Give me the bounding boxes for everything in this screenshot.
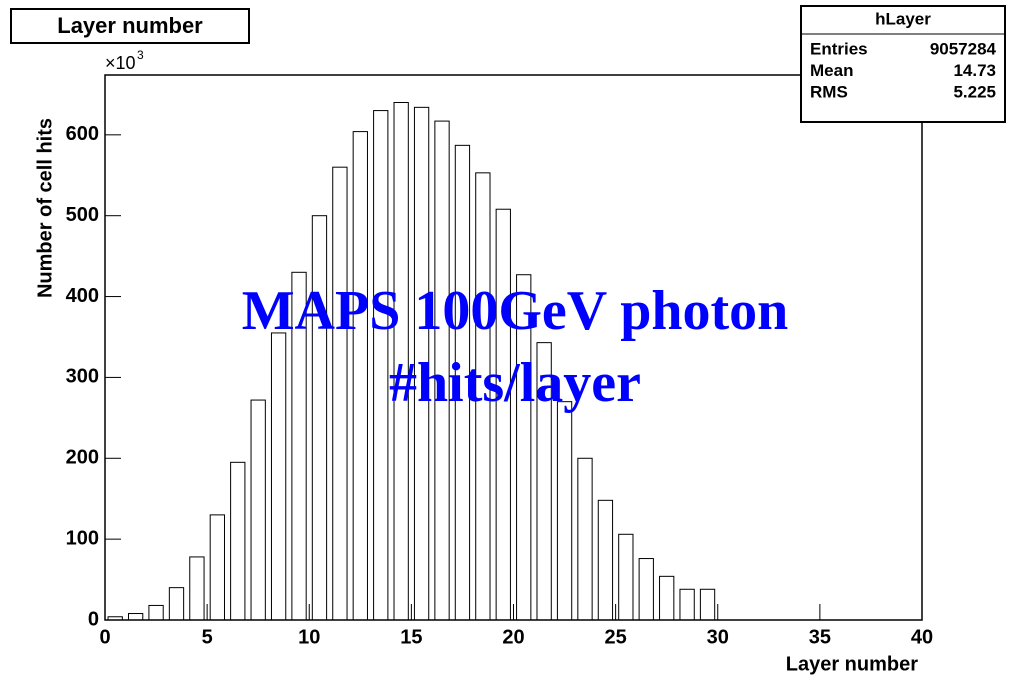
bar xyxy=(638,558,654,621)
bar xyxy=(270,332,287,621)
stats-label: Mean xyxy=(810,61,853,80)
x-tick-label: 15 xyxy=(400,626,422,648)
x-tick-label: 0 xyxy=(99,626,110,648)
y-multiplier: ×10 xyxy=(105,53,136,73)
bar xyxy=(168,587,185,621)
chart-title: Layer number xyxy=(57,13,203,38)
y-exponent: 3 xyxy=(137,48,144,62)
y-tick-label: 200 xyxy=(66,447,99,469)
bar xyxy=(577,457,593,621)
bar xyxy=(148,604,164,621)
bar xyxy=(373,110,389,621)
x-tick-label: 30 xyxy=(707,626,729,648)
x-tick-label: 5 xyxy=(202,626,213,648)
bar xyxy=(495,208,511,621)
stats-label: Entries xyxy=(810,39,868,58)
title-box xyxy=(10,8,250,44)
x-tick-label: 20 xyxy=(502,626,524,648)
bar xyxy=(209,514,225,621)
y-tick-label: 500 xyxy=(66,204,99,226)
stats-box xyxy=(800,5,1006,123)
bar xyxy=(332,166,348,621)
bar xyxy=(250,399,266,621)
bar xyxy=(352,131,368,621)
x-tick-label: 25 xyxy=(605,626,627,648)
y-axis-title: Number of cell hits xyxy=(34,118,56,298)
stats-label: RMS xyxy=(810,82,848,101)
stats-value: 5.225 xyxy=(953,82,996,101)
x-axis-title: Layer number xyxy=(786,653,918,675)
bar xyxy=(618,533,634,621)
bar xyxy=(230,461,246,621)
annotation: #hits/layer xyxy=(389,352,641,414)
x-tick-label: 10 xyxy=(298,626,320,648)
bar xyxy=(659,575,675,621)
stats-value: 9057284 xyxy=(930,39,997,58)
y-tick-label: 400 xyxy=(66,285,99,307)
annotation: MAPS 100GeV photon xyxy=(242,280,789,342)
stats-name: hLayer xyxy=(875,9,931,28)
y-tick-label: 100 xyxy=(66,527,99,549)
bar xyxy=(311,215,328,621)
y-tick-label: 0 xyxy=(88,608,99,630)
bar xyxy=(189,556,205,621)
stats-value: 14.73 xyxy=(953,61,996,80)
bar xyxy=(556,401,573,621)
bar xyxy=(127,613,144,621)
y-tick-label: 300 xyxy=(66,366,99,388)
bar xyxy=(679,588,695,621)
bar xyxy=(597,499,614,621)
bar xyxy=(699,588,716,621)
y-tick-label: 600 xyxy=(66,123,99,145)
x-tick-label: 35 xyxy=(809,626,831,648)
plot-frame xyxy=(104,74,923,621)
x-tick-label: 40 xyxy=(911,626,933,648)
